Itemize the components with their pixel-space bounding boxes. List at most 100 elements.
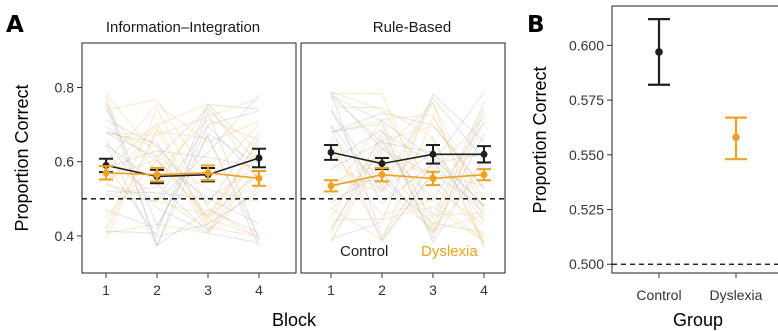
- data-point: [655, 48, 663, 56]
- individual-trace: [105, 109, 260, 173]
- data-point: [378, 171, 386, 179]
- y-axis-title-b: Proportion Correct: [530, 66, 550, 213]
- individual-trace: [330, 179, 485, 233]
- individual-trace: [330, 121, 485, 231]
- y-tick-label: 0.575: [569, 92, 604, 108]
- series-b: [648, 18, 747, 161]
- individual-trace: [105, 144, 260, 232]
- individual-traces: [105, 91, 485, 248]
- x-ticks-b: Control Dyslexia: [636, 273, 763, 303]
- data-point: [480, 150, 488, 158]
- x-tick-label: 4: [255, 282, 263, 298]
- individual-trace: [105, 126, 260, 225]
- individual-trace: [105, 141, 260, 216]
- y-tick-label: 0.4: [55, 228, 75, 244]
- individual-trace: [105, 150, 260, 169]
- individual-trace: [330, 133, 485, 234]
- y-ticks-b: 0.500 0.525 0.550 0.575 0.600: [569, 37, 612, 272]
- individual-trace: [330, 91, 485, 207]
- individual-trace: [105, 147, 260, 218]
- individual-trace: [330, 126, 485, 242]
- legend-control: Control: [340, 243, 388, 260]
- facet-frame-rb: [300, 42, 506, 274]
- individual-trace: [105, 99, 260, 180]
- y-tick-label: 0.500: [569, 256, 604, 272]
- individual-trace: [105, 131, 260, 238]
- x-tick-label: 1: [327, 282, 335, 298]
- y-tick-label: 0.550: [569, 147, 604, 163]
- data-point: [732, 133, 740, 142]
- individual-trace: [330, 101, 485, 211]
- series-line: [105, 171, 260, 180]
- individual-trace: [330, 95, 485, 206]
- individual-trace: [105, 107, 260, 165]
- data-point: [480, 171, 488, 179]
- data-point: [429, 174, 437, 182]
- individual-trace: [105, 159, 260, 237]
- individual-trace: [330, 102, 485, 219]
- y-tick-label: 0.525: [569, 202, 604, 218]
- series-a: [99, 144, 491, 193]
- individual-trace: [330, 92, 485, 216]
- panel-label-b: B: [527, 12, 545, 38]
- individual-trace: [105, 170, 260, 234]
- data-point: [255, 174, 263, 182]
- x-tick-label: 1: [102, 282, 110, 298]
- individual-trace: [105, 102, 260, 187]
- individual-trace: [105, 132, 260, 219]
- individual-trace: [105, 163, 260, 238]
- individual-trace: [105, 150, 260, 231]
- data-point: [429, 150, 437, 158]
- individual-trace: [330, 91, 485, 226]
- series-line: [330, 173, 485, 187]
- x-tick-label: Control: [636, 287, 681, 303]
- legend-dyslexia: Dyslexia: [421, 243, 478, 260]
- x-tick-label: 3: [429, 282, 437, 298]
- x-tick-label: 3: [204, 282, 212, 298]
- individual-trace: [105, 127, 260, 239]
- individual-trace: [330, 114, 485, 220]
- data-point: [204, 169, 212, 177]
- x-ticks-a: 1 2 3 4 1 2 3 4: [102, 273, 488, 298]
- individual-trace: [330, 117, 485, 241]
- data-point: [255, 154, 263, 162]
- x-axis-title-a: Block: [272, 310, 317, 330]
- individual-trace: [105, 104, 260, 234]
- x-tick-label: 4: [480, 282, 488, 298]
- individual-trace: [105, 131, 260, 232]
- y-axis-title-a: Proportion Correct: [12, 84, 32, 231]
- series-line: [105, 157, 260, 178]
- individual-trace: [105, 97, 260, 136]
- y-tick-label: 0.8: [55, 80, 75, 96]
- data-point: [327, 182, 335, 190]
- x-tick-label: 2: [378, 282, 386, 298]
- individual-trace: [105, 140, 260, 244]
- y-ticks-a: 0.4 0.6 0.8: [55, 80, 82, 244]
- series-line: [330, 151, 484, 165]
- x-tick-label: Dyslexia: [710, 287, 763, 303]
- individual-trace: [105, 94, 260, 202]
- plot-frame-b: [611, 5, 778, 274]
- data-point: [378, 160, 386, 168]
- individual-trace: [330, 93, 485, 240]
- data-point: [153, 171, 161, 179]
- individual-trace: [330, 106, 485, 248]
- facet-title-rb: Rule-Based: [373, 19, 451, 36]
- y-tick-label: 0.6: [55, 154, 75, 170]
- individual-trace: [330, 153, 485, 243]
- x-tick-label: 2: [153, 282, 161, 298]
- data-point: [327, 148, 335, 156]
- individual-trace: [330, 106, 485, 228]
- individual-trace: [105, 110, 260, 201]
- facet-frame-ii: [81, 42, 297, 274]
- individual-trace: [330, 135, 485, 232]
- data-point: [102, 169, 110, 177]
- individual-trace: [330, 91, 485, 234]
- individual-trace: [330, 149, 485, 241]
- y-tick-label: 0.600: [569, 37, 604, 53]
- panel-label-a: A: [6, 12, 24, 38]
- individual-trace: [105, 103, 260, 163]
- individual-trace: [105, 144, 260, 247]
- facet-title-ii: Information–Integration: [106, 19, 260, 36]
